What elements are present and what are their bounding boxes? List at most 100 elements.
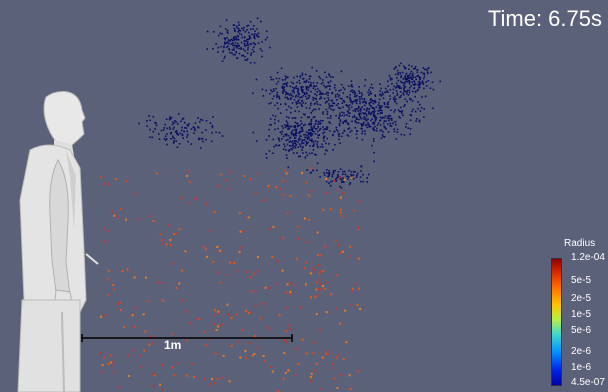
coarse-particle (336, 387, 339, 389)
coarse-particle (309, 167, 312, 170)
fine-particle (406, 77, 408, 80)
coarse-particle (216, 246, 219, 248)
fine-particle (301, 141, 303, 143)
coarse-particle (266, 326, 269, 329)
coarse-particle (204, 344, 207, 347)
fine-particle (426, 69, 428, 71)
fine-particle (287, 166, 290, 169)
fine-particle (310, 82, 312, 84)
fine-particle (383, 116, 386, 119)
coarse-particle (326, 281, 329, 284)
fine-particle (342, 177, 344, 179)
fine-particle (237, 35, 240, 38)
fine-particle (365, 124, 368, 126)
fine-particle (233, 24, 236, 26)
fine-particle (410, 76, 412, 78)
fine-particle (390, 117, 393, 120)
fine-particle (407, 75, 409, 77)
fine-particle (265, 89, 267, 92)
fine-particle (294, 126, 296, 129)
fine-particle (406, 93, 408, 95)
fine-particle (384, 91, 386, 94)
fine-particle (338, 94, 341, 97)
coarse-particle (350, 304, 353, 306)
fine-particle (327, 175, 329, 178)
fine-particle (426, 71, 429, 73)
coarse-particle (214, 309, 217, 312)
fine-particle (364, 133, 366, 135)
fine-particle (350, 80, 353, 82)
fine-particle (319, 104, 322, 106)
fine-particle (412, 76, 415, 78)
fine-particle (413, 80, 415, 82)
coarse-particle (345, 341, 348, 344)
coarse-particle (341, 250, 344, 253)
fine-particle (287, 138, 289, 141)
fine-particle (402, 92, 404, 94)
fine-particle (328, 130, 331, 132)
fine-particle (422, 77, 425, 80)
fine-particle (400, 75, 403, 77)
fine-particle (288, 116, 290, 119)
fine-particle (218, 131, 221, 134)
fine-particle (339, 120, 342, 123)
fine-particle (244, 59, 247, 61)
fine-particle (241, 36, 243, 39)
fine-particle (326, 91, 328, 94)
fine-particle (244, 50, 246, 52)
fine-particle (323, 131, 326, 133)
fine-particle (393, 68, 396, 70)
fine-particle (326, 128, 328, 131)
coarse-particle (240, 246, 243, 249)
fine-particle (257, 32, 260, 35)
fine-particle (323, 135, 325, 138)
fine-particle (342, 86, 345, 89)
fine-particle (283, 143, 285, 146)
fine-particle (407, 127, 410, 129)
fine-particle (342, 92, 345, 94)
coarse-particle (226, 274, 229, 277)
fine-particle (406, 100, 408, 103)
fine-particle (307, 89, 309, 91)
fine-particle (295, 129, 297, 131)
fine-particle (325, 169, 328, 171)
fine-particle (417, 88, 420, 91)
fine-particle (349, 99, 352, 101)
fine-particle (411, 110, 413, 113)
legend-tick: 1.2e-04 (571, 252, 605, 263)
fine-particle (282, 148, 285, 150)
coarse-particle (230, 344, 233, 347)
fine-particle (173, 140, 175, 142)
fine-particle (341, 132, 344, 134)
fine-particle (257, 42, 260, 44)
fine-particle (346, 96, 349, 98)
fine-particle (282, 90, 284, 92)
fine-particle (176, 131, 178, 134)
fine-particle (351, 102, 354, 105)
fine-particle (379, 124, 382, 126)
fine-particle (417, 107, 419, 110)
fine-particle (422, 83, 425, 85)
fine-particle (311, 152, 313, 154)
fine-particle (292, 152, 295, 154)
fine-particle (432, 88, 435, 91)
fine-particle (317, 146, 319, 149)
fine-particle (422, 82, 424, 84)
coarse-particle (268, 287, 271, 290)
fine-particle (197, 126, 199, 128)
fine-particle (292, 133, 295, 135)
fine-particle (260, 20, 262, 23)
fine-particle (269, 118, 272, 120)
fine-particle (310, 118, 313, 121)
figure-leg-split (61, 311, 65, 392)
legend-tick: 2e-5 (571, 293, 592, 304)
fine-particle (335, 89, 337, 91)
fine-particle (374, 94, 376, 96)
coarse-particle (172, 262, 175, 265)
fine-particle (247, 48, 249, 51)
fine-particle (401, 71, 404, 74)
fine-particle (272, 78, 275, 81)
